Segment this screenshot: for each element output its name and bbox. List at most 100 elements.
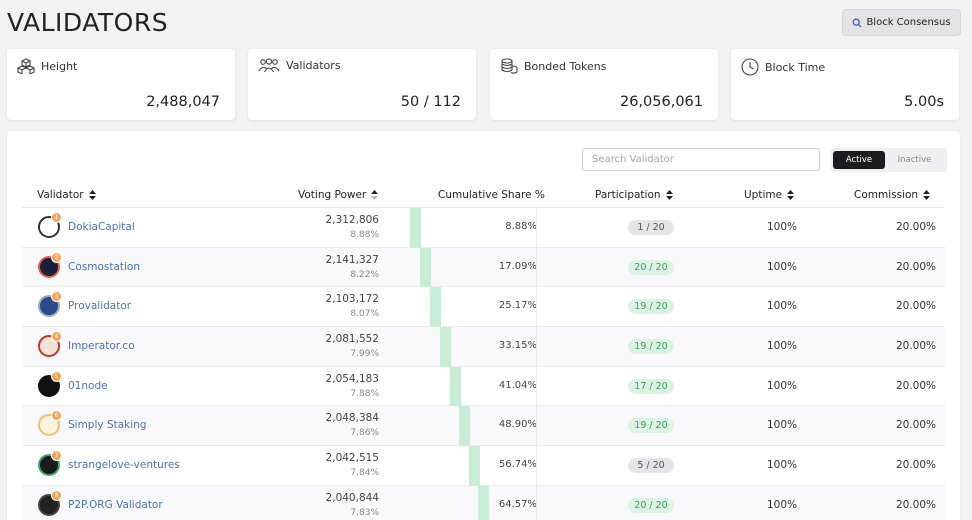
column-divider: [536, 208, 537, 248]
stat-card-block-time: Block Time 5.00s: [731, 49, 959, 120]
voting-power-percent: 7.88%: [350, 388, 379, 399]
column-label-voting-power: Voting Power: [298, 188, 367, 201]
rank-badge: 8: [51, 489, 62, 501]
commission: 20.00%: [895, 419, 936, 432]
voting-power: 2,141,327: [325, 253, 379, 266]
search-icon: [852, 18, 862, 28]
cumulative-bar: [478, 485, 490, 520]
stat-label-height: Height: [41, 59, 78, 73]
column-divider: [536, 247, 537, 288]
cumulative-bar: [459, 406, 471, 447]
participation-pill: 5 / 20: [628, 458, 674, 474]
cumulative-bar: [449, 366, 461, 407]
table-row[interactable]: 1 DokiaCapital 2,312,806 8.88% 8.88% 1 /…: [22, 208, 945, 248]
table-row[interactable]: 8 P2P.ORG Validator 2,040,844 7.83% 64.5…: [22, 485, 945, 520]
commission: 20.00%: [895, 498, 936, 511]
voting-power: 2,048,384: [325, 412, 379, 425]
toggle-active[interactable]: Active: [833, 151, 885, 169]
stat-value-validators: 50 / 112: [400, 94, 461, 110]
voting-power-percent: 7.86%: [350, 428, 379, 439]
column-header-participation[interactable]: Participation: [595, 181, 673, 208]
stat-card-height: Height 2,488,047: [7, 49, 235, 120]
cumulative-share: 33.15%: [498, 340, 537, 352]
rank-badge: 3: [51, 291, 62, 303]
voting-power-percent: 8.07%: [350, 309, 379, 320]
uptime: 100%: [767, 300, 798, 313]
uptime: 100%: [767, 260, 798, 273]
table-row[interactable]: 3 Provalidator 2,103,172 8.07% 25.17% 19…: [22, 287, 945, 328]
validator-name[interactable]: strangelove-ventures: [68, 459, 180, 472]
participation-pill: 20 / 20: [628, 259, 674, 275]
voting-power-percent: 8.22%: [350, 269, 379, 280]
rank-badge: 6: [51, 410, 62, 422]
table-row[interactable]: 7 strangelove-ventures 2,042,515 7.84% 5…: [22, 446, 945, 486]
column-header-cumulative-share: Cumulative Share %: [438, 181, 545, 208]
table-row[interactable]: 2 Cosmostation 2,141,327 8.22% 17.09% 20…: [22, 247, 945, 288]
validator-name[interactable]: 01node: [68, 379, 108, 392]
search-validator-input[interactable]: [582, 148, 820, 171]
column-label-participation: Participation: [595, 188, 661, 201]
voting-power-percent: 7.99%: [350, 349, 379, 360]
blocks-icon: [17, 58, 35, 74]
sort-icon: [787, 189, 795, 200]
column-divider: [536, 287, 537, 328]
column-label-commission: Commission: [854, 188, 919, 201]
cumulative-share: 41.04%: [498, 379, 537, 391]
table-row[interactable]: 6 Simply Staking 2,048,384 7.86% 48.90% …: [22, 406, 945, 447]
table-row[interactable]: 4 Imperator.co 2,081,552 7.99% 33.15% 19…: [22, 327, 945, 367]
column-header-uptime[interactable]: Uptime: [744, 181, 795, 208]
participation-pill: 1 / 20: [628, 220, 674, 235]
validator-rows: 1 DokiaCapital 2,312,806 8.88% 8.88% 1 /…: [22, 208, 945, 520]
sort-icon: [88, 189, 96, 200]
voting-power: 2,103,172: [325, 293, 379, 306]
table-row[interactable]: 5 01node 2,054,183 7.88% 41.04% 17 / 20 …: [22, 366, 945, 407]
uptime: 100%: [767, 459, 798, 472]
clock-icon: [741, 58, 759, 76]
column-label-uptime: Uptime: [744, 188, 783, 201]
status-toggle: Active Inactive: [830, 148, 947, 172]
commission: 20.00%: [895, 379, 936, 392]
column-header-commission[interactable]: Commission: [854, 181, 931, 208]
validator-name[interactable]: Simply Staking: [68, 419, 147, 432]
avatar: 1: [38, 212, 62, 238]
column-divider: [536, 485, 537, 520]
stat-label-validators: Validators: [286, 59, 341, 72]
column-label-cumulative-share: Cumulative Share %: [438, 188, 545, 201]
voting-power: 2,312,806: [325, 214, 379, 226]
validator-name[interactable]: DokiaCapital: [68, 221, 135, 233]
cumulative-bar: [439, 327, 451, 367]
block-consensus-label: Block Consensus: [866, 17, 951, 28]
commission: 20.00%: [895, 340, 936, 353]
avatar: 6: [38, 410, 62, 437]
validator-name[interactable]: Provalidator: [68, 300, 132, 313]
stat-value-height: 2,488,047: [146, 94, 220, 110]
column-header-validator[interactable]: Validator: [37, 181, 96, 208]
cumulative-bar: [410, 208, 421, 248]
column-header-voting-power[interactable]: Voting Power: [298, 181, 379, 208]
sort-icon: [665, 189, 673, 200]
avatar: 4: [38, 331, 62, 358]
avatar: 2: [38, 251, 62, 278]
sort-icon: [923, 189, 931, 200]
cumulative-share: 56.74%: [498, 459, 537, 471]
block-consensus-button[interactable]: Block Consensus: [842, 9, 961, 36]
validator-name[interactable]: Cosmostation: [68, 260, 141, 273]
uptime: 100%: [767, 221, 798, 233]
avatar: 7: [38, 450, 62, 477]
sort-icon: [371, 189, 379, 200]
toggle-inactive[interactable]: Inactive: [897, 155, 932, 165]
cumulative-share: 64.57%: [498, 498, 537, 510]
column-divider: [536, 406, 537, 447]
cumulative-share: 48.90%: [498, 419, 537, 431]
stat-label-block-time: Block Time: [765, 60, 826, 74]
voting-power-percent: 7.83%: [350, 507, 379, 518]
column-divider: [536, 366, 537, 407]
uptime: 100%: [767, 340, 798, 353]
rank-badge: 5: [51, 370, 62, 382]
validator-name[interactable]: P2P.ORG Validator: [68, 498, 163, 511]
voting-power-percent: 7.84%: [350, 468, 379, 479]
validator-name[interactable]: Imperator.co: [68, 340, 135, 353]
uptime: 100%: [767, 379, 798, 392]
avatar: 8: [38, 489, 62, 516]
voting-power: 2,081,552: [325, 333, 379, 346]
